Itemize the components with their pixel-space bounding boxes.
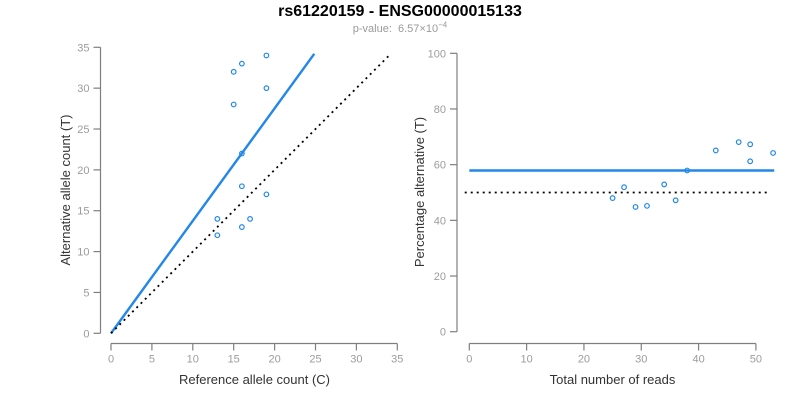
fit-line	[110, 53, 316, 335]
x-tick-label: 0	[466, 354, 472, 366]
x-tick-label: 50	[750, 354, 762, 366]
x-tick-label: 25	[309, 354, 321, 366]
x-tick-label: 20	[268, 354, 280, 366]
y-tick-label: 20	[77, 165, 89, 177]
y-tick-label: 15	[77, 206, 89, 218]
data-point	[644, 202, 650, 209]
x-tick-label: 0	[108, 354, 114, 366]
x-tick-label: 30	[350, 354, 362, 366]
figure-title: rs61220159 - ENSG00000015133	[278, 3, 522, 20]
y-tick-label: 100	[428, 48, 446, 60]
y-tick-label: 20	[434, 271, 446, 283]
data-point	[247, 215, 253, 222]
y-tick-label: 10	[77, 247, 89, 259]
data-point	[214, 215, 221, 222]
y-tick-label: 35	[77, 42, 89, 54]
y-tick-label: 80	[434, 104, 446, 116]
percentage-plot: 0 10 20 30 40 50 0 20 40 60 80 100	[428, 48, 776, 366]
data-point	[684, 167, 691, 174]
left-plot-x-axis-title: Reference allele count (C)	[178, 372, 331, 387]
data-point	[609, 195, 616, 201]
right-plot-x-axis-title: Total number of reads	[549, 372, 676, 387]
y-tick-label: 5	[83, 287, 89, 299]
left-plot-y-axis-title: Alternative allele count (T)	[58, 114, 73, 266]
x-tick-label: 40	[692, 354, 704, 366]
x-tick-label: 15	[228, 354, 240, 366]
pvalue-mantissa: 6.57	[397, 23, 420, 35]
y-tick-label: 0	[440, 327, 446, 339]
x-tick-label: 10	[187, 354, 199, 366]
x-tick-label: 30	[635, 354, 647, 366]
pvalue-multiplier: ×10	[419, 23, 439, 35]
data-point	[238, 183, 245, 190]
allele-counts-plot: 0 5 10 15 20 25 30 35 0 5 10 15 20 25 30 35	[77, 42, 403, 365]
y-tick-label: 40	[434, 215, 446, 227]
right-plot-y-axis-title: Percentage alternative (T)	[412, 116, 427, 268]
figure-subtitle: p-value: 6.57×10−4	[0, 20, 800, 35]
y-tick-label: 60	[434, 160, 446, 172]
y-tick-label: 25	[77, 124, 89, 136]
data-point	[672, 197, 679, 204]
identity-line	[110, 54, 390, 334]
data-point	[747, 158, 754, 165]
data-point	[238, 150, 245, 157]
y-tick-label: 30	[77, 83, 89, 95]
pvalue-exponent: −4	[438, 20, 448, 30]
data-point	[747, 141, 754, 148]
data-point	[263, 191, 270, 198]
data-point	[263, 52, 270, 59]
pvalue-label: p-value:	[352, 23, 395, 35]
x-tick-label: 10	[520, 354, 532, 366]
x-tick-label: 5	[149, 354, 155, 366]
data-point	[712, 147, 719, 154]
x-tick-label: 20	[578, 354, 590, 366]
data-point	[230, 101, 237, 108]
data-point	[661, 181, 668, 188]
data-point	[621, 184, 627, 191]
data-point	[263, 85, 270, 92]
data-point	[238, 224, 245, 230]
y-tick-label: 0	[83, 328, 89, 340]
data-point	[770, 150, 776, 156]
x-tick-label: 35	[391, 354, 403, 366]
data-point	[230, 68, 237, 75]
data-point	[735, 139, 742, 146]
data-point	[214, 232, 221, 239]
data-point	[238, 60, 245, 67]
data-point	[632, 204, 639, 210]
